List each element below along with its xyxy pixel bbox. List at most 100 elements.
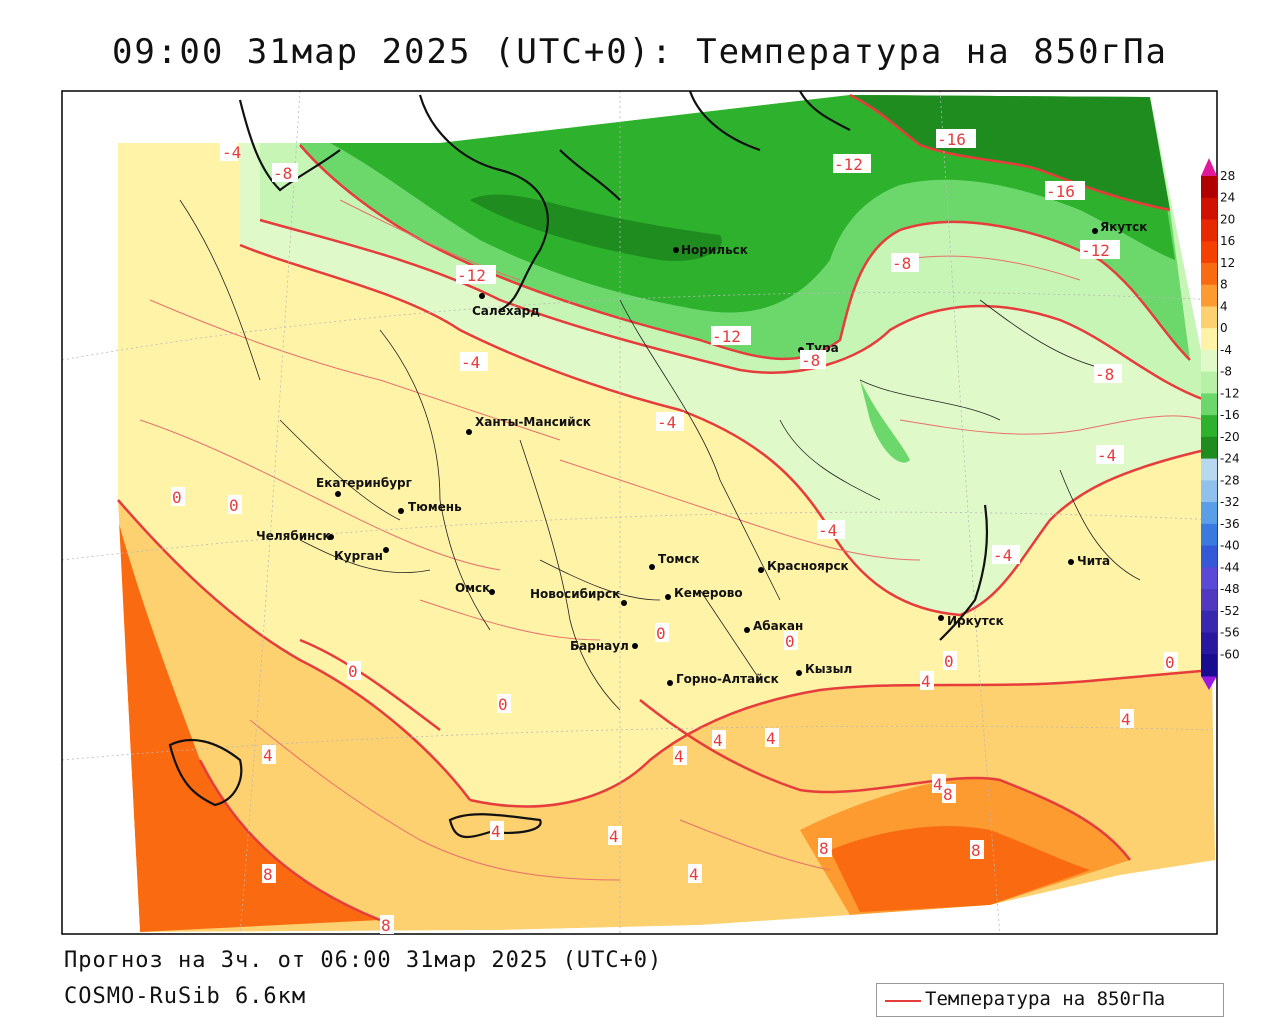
isotherm-label: 8	[380, 915, 394, 935]
svg-text:4: 4	[491, 822, 501, 841]
isotherm-label: -4	[817, 520, 845, 540]
colorbar-tick-label: -48	[1220, 582, 1240, 596]
svg-text:4: 4	[674, 747, 684, 766]
colorbar-cell	[1201, 415, 1217, 438]
city-chelyabinsk: Челябинск	[256, 529, 334, 543]
city-norilsk: Норильск	[673, 243, 748, 257]
isotherm-label: 4	[673, 746, 687, 766]
isotherm-label: -8	[891, 253, 919, 273]
svg-text:-4: -4	[1097, 446, 1116, 465]
colorbar-cell	[1201, 632, 1217, 655]
svg-text:0: 0	[172, 488, 182, 507]
colorbar-cell	[1201, 610, 1217, 634]
isotherm-lines	[117, 93, 1213, 922]
isotherm-label: 4	[920, 671, 934, 691]
isotherm-label: 0	[943, 651, 957, 671]
svg-text:8: 8	[381, 916, 391, 935]
isotherm-label: -12	[456, 265, 496, 285]
isotherm-label: 4	[712, 730, 726, 750]
colorbar-cell	[1201, 219, 1217, 242]
city-tyumen: Тюмень	[398, 500, 462, 514]
city-khanty-mansiysk: Ханты-Мансийск	[466, 415, 591, 435]
svg-text:0: 0	[656, 624, 666, 643]
colorbar-tick-label: -12	[1220, 386, 1240, 400]
colorbar-tick-label: -16	[1220, 408, 1240, 422]
svg-text:0: 0	[785, 632, 795, 651]
colorbar-cell	[1201, 480, 1217, 503]
city-abakan: Абакан	[744, 619, 803, 633]
city-ekaterinburg: Екатеринбург	[316, 476, 412, 497]
svg-text:-12: -12	[1081, 241, 1110, 260]
svg-text:-16: -16	[937, 130, 966, 149]
zone-minus12-east	[860, 380, 910, 463]
colorbar-tick-label: 24	[1220, 191, 1235, 205]
svg-text:-12: -12	[834, 155, 863, 174]
svg-text:-8: -8	[273, 164, 292, 183]
isotherm-label: 0	[655, 623, 669, 643]
isotherm-label: 0	[784, 631, 798, 651]
isotherm-label: -4	[460, 352, 488, 372]
colorbar-tick-label: 12	[1220, 256, 1235, 270]
svg-text:-8: -8	[892, 254, 911, 273]
colorbar-tick-label: -28	[1220, 473, 1240, 487]
city-label: Екатеринбург	[316, 476, 412, 490]
colorbar-cell	[1201, 458, 1217, 481]
city-label: Новосибирск	[530, 587, 620, 601]
colorbar-cell	[1201, 589, 1217, 612]
svg-text:0: 0	[944, 652, 954, 671]
city-label: Абакан	[753, 619, 803, 633]
city-omsk: Омск	[455, 581, 495, 595]
svg-text:8: 8	[943, 785, 953, 804]
isotherm-label: 0	[497, 694, 511, 714]
city-label: Омск	[455, 581, 490, 595]
city-label: Кызыл	[805, 662, 852, 676]
svg-text:-4: -4	[993, 546, 1012, 565]
isotherm-label: 8	[942, 784, 956, 804]
city-krasnoyarsk: Красноярск	[758, 559, 849, 573]
isotherm-plus4-line-c	[299, 638, 441, 731]
zone-zero	[300, 600, 1210, 745]
svg-text:4: 4	[263, 746, 273, 765]
isotherm-label: -4	[992, 545, 1020, 565]
city-label: Челябинск	[256, 529, 331, 543]
colorbar-tick-label: -32	[1220, 495, 1240, 509]
svg-text:4: 4	[609, 827, 619, 846]
svg-text:0: 0	[1165, 653, 1175, 672]
colorbar-cell	[1201, 241, 1217, 264]
svg-text:4: 4	[921, 672, 931, 691]
isotherm-label: 0	[1164, 652, 1178, 672]
city-label: Салехард	[472, 304, 540, 318]
isotherm-label: -4	[220, 142, 241, 162]
colorbar-tick-label: -36	[1220, 517, 1240, 531]
colorbar-cell	[1201, 436, 1217, 460]
svg-text:-4: -4	[222, 143, 241, 162]
city-label: Чита	[1077, 554, 1110, 568]
cities-layer: Норильск Якутск Салехард Тура Ханты-Манс…	[256, 220, 1147, 686]
colorbar-tick-label: 4	[1220, 299, 1228, 313]
svg-text:-8: -8	[801, 351, 820, 370]
isotherm-minus4-line	[239, 243, 1206, 617]
svg-text:4: 4	[689, 865, 699, 884]
isotherm-label: 0	[347, 661, 361, 681]
city-label: Томск	[658, 552, 700, 566]
zone-plus8-south-core	[830, 826, 1090, 912]
coastlines	[168, 91, 989, 839]
colorbar-bottom-arrow	[1201, 676, 1217, 690]
colorbar-tick-label: 20	[1220, 212, 1235, 226]
city-label: Кемерово	[674, 586, 743, 600]
svg-text:-16: -16	[1046, 182, 1075, 201]
isotherm-minus16-line	[849, 93, 1171, 212]
isotherm-label: -12	[833, 154, 871, 174]
svg-text:4: 4	[713, 731, 723, 750]
city-barnaul: Барнаул	[570, 639, 638, 653]
colorbar-tick-label: -24	[1220, 452, 1240, 466]
city-novosibirsk: Новосибирск	[530, 587, 627, 606]
city-label: Барнаул	[570, 639, 629, 653]
isotherm-label: -16	[936, 129, 976, 149]
colorbar-tick-label: -8	[1220, 365, 1232, 379]
svg-text:0: 0	[498, 695, 508, 714]
isotherm-label: -8	[272, 163, 298, 183]
colorbar-cell	[1201, 371, 1217, 394]
legend: Температура на 850гПа	[876, 983, 1224, 1017]
